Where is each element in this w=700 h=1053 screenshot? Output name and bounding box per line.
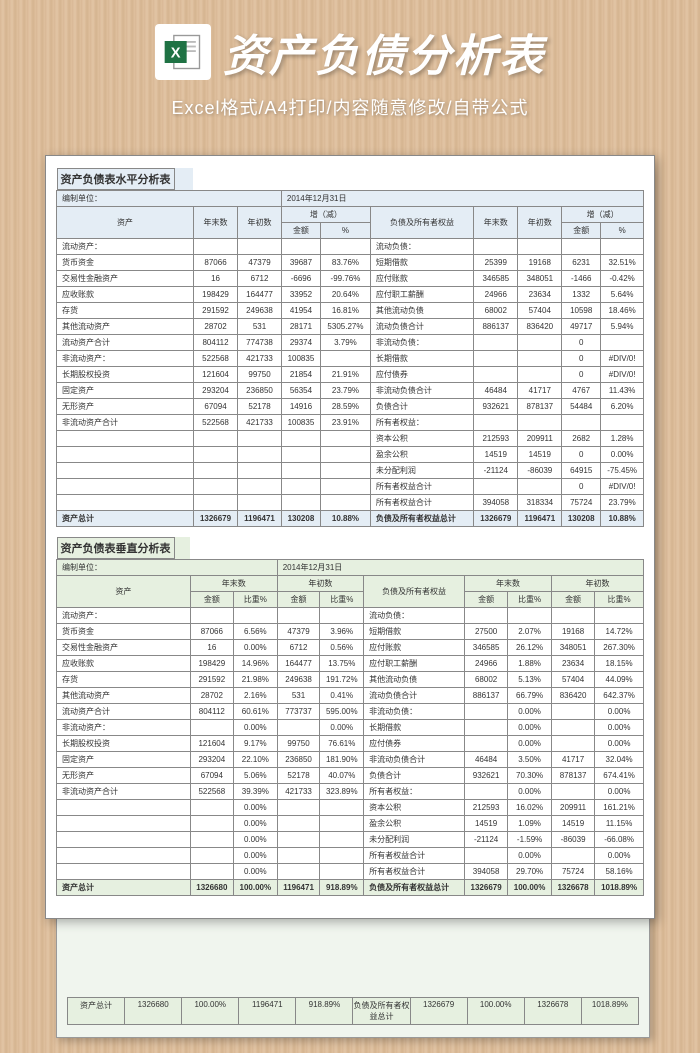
table1-title: 资产负债表水平分析表 — [57, 168, 175, 190]
footer-cell: 1196471 — [239, 998, 296, 1024]
table-row: 非流动资产合计 52256839.39%421733323.89% 所有者权益：… — [57, 784, 644, 800]
table-row: 应收账款 19842914.96%16447713.75% 应付职工薪酬 249… — [57, 656, 644, 672]
table-row: 非流动资产： 0.00%0.00% 长期借款 0.00%0.00% — [57, 720, 644, 736]
footer-cell: 100.00% — [182, 998, 239, 1024]
title-row: X 资产负债分析表 — [155, 20, 545, 84]
table-row: 0.00% 所有者权益合计 39405829.70%7572458.16% — [57, 864, 644, 880]
table-row: 未分配利润 -21124-8603964915-75.45% — [57, 463, 644, 479]
date-label2: 2014年12月31日 — [277, 560, 643, 576]
footer-cell: 资产总计 — [68, 998, 125, 1024]
col-yearstart: 年初数 — [238, 207, 282, 239]
footer-cell: 100.00% — [468, 998, 525, 1024]
table-row: 0.00% 盈余公积 145191.09%1451911.15% — [57, 816, 644, 832]
col-amount: 金额 — [281, 223, 320, 239]
header-banner: X 资产负债分析表 Excel格式/A4打印/内容随意修改/自带公式 — [0, 0, 700, 140]
col-change: 增（减） — [281, 207, 370, 223]
table-row: 0.00% 资本公积 21259316.02%209911161.21% — [57, 800, 644, 816]
col-liab: 负债及所有者权益 — [370, 207, 473, 239]
table-row: 0.00% 所有者权益合计 0.00%0.00% — [57, 848, 644, 864]
col-amt1: 金额 — [190, 592, 233, 608]
col-wt2: 比重% — [320, 592, 364, 608]
footer-cell: 1018.89% — [582, 998, 638, 1024]
table-row: 流动资产： 流动负债： — [57, 239, 644, 255]
table-row: 非流动资产： 522568421733100835 长期借款 0#DIV/0! — [57, 351, 644, 367]
col-amount2: 金额 — [562, 223, 601, 239]
col-amt3: 金额 — [464, 592, 507, 608]
table-row: 货币资金 87066473793968783.76% 短期借款 25399191… — [57, 255, 644, 271]
footer-cell: 1326680 — [125, 998, 182, 1024]
footer-cell: 负债及所有者权益总计 — [353, 998, 410, 1024]
table-row: 交易性金融资产 166712-6696-99.76% 应付账款 34658534… — [57, 271, 644, 287]
table-row: 存货 29159221.98%249638191.72% 其他流动负债 6800… — [57, 672, 644, 688]
table-row: 流动资产： 流动负债： — [57, 608, 644, 624]
table-row: 存货 2915922496384195416.81% 其他流动负债 680025… — [57, 303, 644, 319]
table-row: 固定资产 2932042368505635423.79% 非流动负债合计 464… — [57, 383, 644, 399]
main-title: 资产负债分析表 — [223, 20, 545, 84]
table-row: 流动资产合计 80411260.61%773737595.00% 非流动负债： … — [57, 704, 644, 720]
table-row: 货币资金 870666.56%473793.96% 短期借款 275002.07… — [57, 624, 644, 640]
table-row: 无形资产 67094521781491628.59% 负债合计 93262187… — [57, 399, 644, 415]
table-row: 所有者权益合计 0#DIV/0! — [57, 479, 644, 495]
vertical-analysis-table: 资产负债表垂直分析表编制单位：2014年12月31日 资产 年末数 年初数 负债… — [56, 537, 644, 896]
footer-cell: 1326678 — [525, 998, 582, 1024]
col-liab: 负债及所有者权益 — [364, 576, 465, 608]
col-yearend2: 年末数 — [474, 207, 518, 239]
col-yearstart2: 年初数 — [518, 207, 562, 239]
date-label: 2014年12月31日 — [281, 191, 643, 207]
col-wt1: 比重% — [233, 592, 277, 608]
col-change2: 增（减） — [562, 207, 644, 223]
col-wt3: 比重% — [508, 592, 552, 608]
page-front: 资产负债表水平分析表编制单位：2014年12月31日 资产 年末数 年初数 增（… — [45, 155, 655, 919]
table-row: 盈余公积 145191451900.00% — [57, 447, 644, 463]
unit-label: 编制单位： — [57, 191, 282, 207]
footer-cell: 1326679 — [411, 998, 468, 1024]
table-row: 应收账款 1984291644773395220.64% 应付职工薪酬 2496… — [57, 287, 644, 303]
col-yearstart2: 年初数 — [551, 576, 643, 592]
back-footer-row: 资产总计1326680100.00%1196471918.89%负债及所有者权益… — [67, 997, 639, 1025]
svg-text:X: X — [171, 46, 181, 62]
table-row: 流动资产合计 804112774738293743.79% 非流动负债： 0 — [57, 335, 644, 351]
table-row: 所有者权益合计 3940583183347572423.79% — [57, 495, 644, 511]
excel-icon: X — [155, 24, 211, 80]
col-yearstart: 年初数 — [277, 576, 363, 592]
table-row: 长期股权投资 121604997502185421.91% 应付债券 0#DIV… — [57, 367, 644, 383]
col-asset: 资产 — [57, 576, 191, 608]
col-yearend2: 年末数 — [464, 576, 551, 592]
table-row: 资产总计 1326680100.00%1196471918.89% 负债及所有者… — [57, 880, 644, 896]
col-wt4: 比重% — [595, 592, 644, 608]
table-row: 固定资产 29320422.10%236850181.90% 非流动负债合计 4… — [57, 752, 644, 768]
subtitle: Excel格式/A4打印/内容随意修改/自带公式 — [171, 94, 528, 120]
col-amt2: 金额 — [277, 592, 320, 608]
horizontal-analysis-table: 资产负债表水平分析表编制单位：2014年12月31日 资产 年末数 年初数 增（… — [56, 168, 644, 527]
table-row: 交易性金融资产 160.00%67120.56% 应付账款 34658526.1… — [57, 640, 644, 656]
col-pct2: % — [601, 223, 644, 239]
col-amt4: 金额 — [551, 592, 594, 608]
unit-label2: 编制单位： — [57, 560, 278, 576]
col-yearend: 年末数 — [190, 576, 277, 592]
table-row: 其他流动资产 28702531281715305.27% 流动负债合计 8861… — [57, 319, 644, 335]
table-row: 其他流动资产 287022.16%5310.41% 流动负债合计 8861376… — [57, 688, 644, 704]
table-row: 资本公积 21259320991126821.28% — [57, 431, 644, 447]
col-yearend: 年末数 — [193, 207, 237, 239]
table-row: 长期股权投资 1216049.17%9975076.61% 应付债券 0.00%… — [57, 736, 644, 752]
col-pct: % — [320, 223, 370, 239]
footer-cell: 918.89% — [296, 998, 353, 1024]
table-row: 0.00% 未分配利润 -21124-1.59%-86039-66.08% — [57, 832, 644, 848]
table-row: 非流动资产合计 52256842173310083523.91% 所有者权益： — [57, 415, 644, 431]
col-asset: 资产 — [57, 207, 194, 239]
table-row: 无形资产 670945.06%5217840.07% 负债合计 93262170… — [57, 768, 644, 784]
table-row: 资产总计 1326679119647113020810.88% 负债及所有者权益… — [57, 511, 644, 527]
table2-title: 资产负债表垂直分析表 — [57, 537, 175, 559]
